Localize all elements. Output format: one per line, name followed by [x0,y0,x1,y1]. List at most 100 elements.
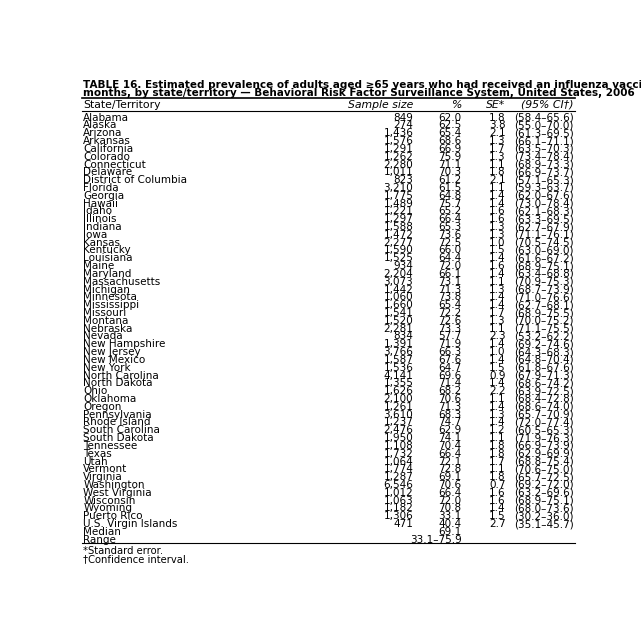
Text: 1.3: 1.3 [489,230,506,240]
Text: (72.0–77.4): (72.0–77.4) [514,417,574,427]
Text: Kentucky: Kentucky [83,245,131,255]
Text: 69.1: 69.1 [438,472,462,482]
Text: 2,281: 2,281 [383,324,413,334]
Text: 1.4: 1.4 [489,355,506,365]
Text: (67.9–71.3): (67.9–71.3) [514,371,574,380]
Text: (70.9–75.3): (70.9–75.3) [514,276,574,287]
Text: 65.2: 65.2 [438,206,462,217]
Text: 1.8: 1.8 [489,472,506,482]
Text: 62.0: 62.0 [438,113,462,123]
Text: 71.1: 71.1 [438,159,462,169]
Text: 2,280: 2,280 [383,159,413,169]
Text: 1.4: 1.4 [489,199,506,208]
Text: 62.9: 62.9 [438,426,462,435]
Text: Kansas: Kansas [83,238,121,248]
Text: SE*: SE* [487,99,506,110]
Text: Wyoming: Wyoming [83,503,132,513]
Text: (61.8–67.6): (61.8–67.6) [514,362,574,373]
Text: 1.3: 1.3 [489,285,506,294]
Text: (62.7–67.9): (62.7–67.9) [514,222,574,232]
Text: 72.8: 72.8 [438,464,462,475]
Text: (68.9–75.1): (68.9–75.1) [514,496,574,506]
Text: Arkansas: Arkansas [83,136,131,146]
Text: 72.5: 72.5 [438,238,462,248]
Text: 67.6: 67.6 [438,355,462,365]
Text: 1,732: 1,732 [383,448,413,459]
Text: 65.4: 65.4 [438,300,462,310]
Text: 823: 823 [394,175,413,185]
Text: Massachusetts: Massachusetts [83,276,160,287]
Text: Nevada: Nevada [83,331,123,341]
Text: North Dakota: North Dakota [83,378,153,389]
Text: 1.6: 1.6 [489,496,506,506]
Text: (64.3–68.3): (64.3–68.3) [514,347,574,357]
Text: 71.3: 71.3 [438,402,462,412]
Text: (62.0–67.6): (62.0–67.6) [514,191,574,201]
Text: 1.4: 1.4 [489,269,506,279]
Text: 1.3: 1.3 [489,316,506,326]
Text: 71.4: 71.4 [438,378,462,389]
Text: 33.1: 33.1 [438,512,462,521]
Text: 73.3: 73.3 [438,324,462,334]
Text: Louisiana: Louisiana [83,254,133,263]
Text: (63.0–69.0): (63.0–69.0) [514,245,574,255]
Text: (68.6–74.0): (68.6–74.0) [514,402,574,412]
Text: (63.2–69.6): (63.2–69.6) [514,488,574,497]
Text: (62.1–68.3): (62.1–68.3) [514,206,574,217]
Text: (71.0–76.6): (71.0–76.6) [514,292,574,303]
Text: 1,306: 1,306 [383,512,413,521]
Text: 1,436: 1,436 [383,128,413,138]
Text: Range: Range [83,534,116,545]
Text: 68.3: 68.3 [438,410,462,420]
Text: (70.0–75.2): (70.0–75.2) [514,316,574,326]
Text: (63.5–70.3): (63.5–70.3) [514,144,574,154]
Text: 471: 471 [394,519,413,529]
Text: 1.4: 1.4 [489,300,506,310]
Text: 1.4: 1.4 [489,378,506,389]
Text: Minnesota: Minnesota [83,292,137,303]
Text: (62.9–69.9): (62.9–69.9) [514,448,574,459]
Text: West Virginia: West Virginia [83,488,152,497]
Text: 1.3: 1.3 [489,222,506,232]
Text: 1,391: 1,391 [383,340,413,349]
Text: *Standard error.: *Standard error. [83,547,163,556]
Text: Nebraska: Nebraska [83,324,133,334]
Text: 934: 934 [394,261,413,271]
Text: 64.8: 64.8 [438,191,462,201]
Text: 2.3: 2.3 [489,331,506,341]
Text: South Dakota: South Dakota [83,433,154,443]
Text: (61.3–69.5): (61.3–69.5) [514,128,574,138]
Text: 1.4: 1.4 [489,402,506,412]
Text: 1,520: 1,520 [383,316,413,326]
Text: 1,576: 1,576 [383,136,413,146]
Text: 1,261: 1,261 [383,402,413,412]
Text: Wisconsin: Wisconsin [83,496,136,506]
Text: Tennessee: Tennessee [83,441,137,451]
Text: District of Columbia: District of Columbia [83,175,187,185]
Text: 1.4: 1.4 [489,340,506,349]
Text: Arizona: Arizona [83,128,122,138]
Text: 1,262: 1,262 [383,152,413,162]
Text: TABLE 16. Estimated prevalence of adults aged ≥65 years who had received an infl: TABLE 16. Estimated prevalence of adults… [83,80,641,90]
Text: 1.6: 1.6 [489,261,506,271]
Text: 66.4: 66.4 [438,488,462,497]
Text: 2,476: 2,476 [383,426,413,435]
Text: (61.6–67.2): (61.6–67.2) [514,254,574,263]
Text: 1.1: 1.1 [489,276,506,287]
Text: Virginia: Virginia [83,472,123,482]
Text: (66.1–71.1): (66.1–71.1) [514,136,574,146]
Text: 1.5: 1.5 [489,512,506,521]
Text: 73.8: 73.8 [438,292,462,303]
Text: Michigan: Michigan [83,285,130,294]
Text: 74.7: 74.7 [438,417,462,427]
Text: 65.4: 65.4 [438,128,462,138]
Text: 66.9: 66.9 [438,144,462,154]
Text: Pennsylvania: Pennsylvania [83,410,152,420]
Text: 64.7: 64.7 [438,362,462,373]
Text: 3,210: 3,210 [383,183,413,193]
Text: 1,108: 1,108 [383,441,413,451]
Text: 66.1: 66.1 [438,269,462,279]
Text: Illinois: Illinois [83,214,117,224]
Text: 69.6: 69.6 [438,371,462,380]
Text: (68.8–75.4): (68.8–75.4) [514,457,574,466]
